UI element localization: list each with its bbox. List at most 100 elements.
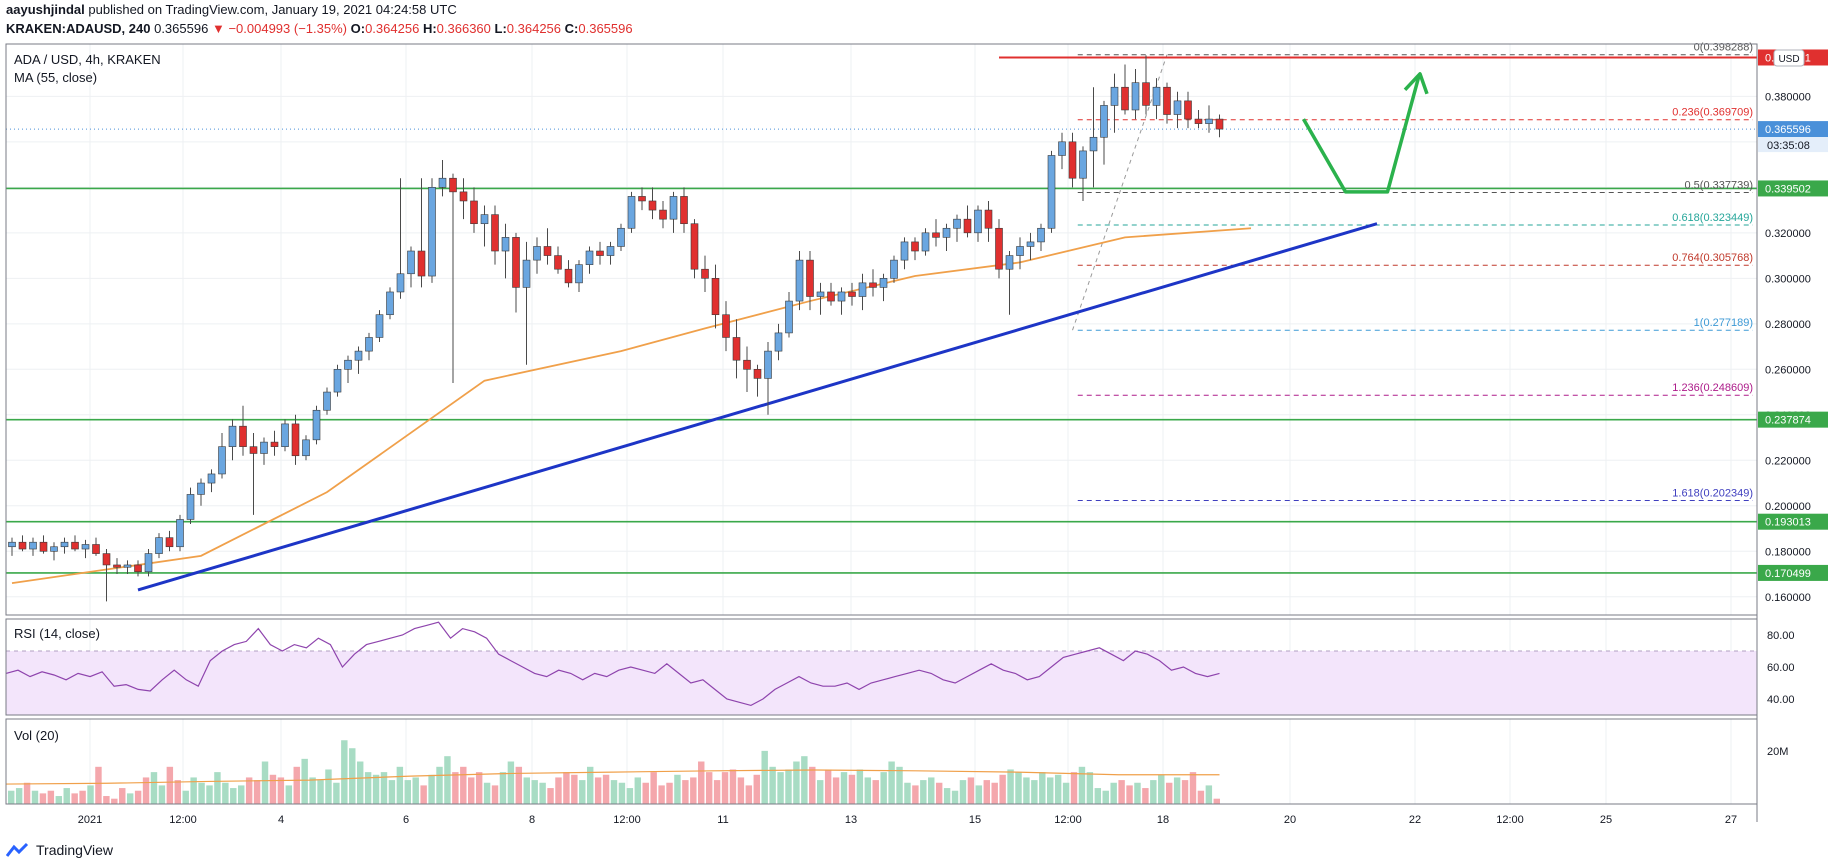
candle-up bbox=[386, 291, 394, 316]
author-name[interactable]: aayushjindal bbox=[6, 2, 85, 17]
volume-bar bbox=[705, 772, 713, 804]
volume-bar bbox=[880, 772, 887, 804]
price-tick-label: 0.280000 bbox=[1765, 319, 1811, 331]
volume-bar bbox=[824, 769, 832, 804]
volume-bar bbox=[848, 774, 856, 804]
volume-bar bbox=[1197, 790, 1205, 804]
price-tick-label: 0.220000 bbox=[1765, 455, 1811, 467]
volume-bar bbox=[333, 782, 340, 804]
time-tick-label: 18 bbox=[1157, 814, 1169, 826]
time-tick-label: 12:00 bbox=[169, 814, 197, 826]
candle-up bbox=[533, 246, 541, 261]
fib-anchor-line bbox=[1072, 54, 1168, 331]
volume-bar bbox=[404, 780, 411, 804]
candle-up bbox=[795, 259, 804, 302]
volume-bar bbox=[253, 780, 261, 804]
volume-bar bbox=[809, 766, 816, 804]
candle-down bbox=[512, 237, 520, 288]
price-tick-label: 0.200000 bbox=[1765, 501, 1811, 513]
price-tick-label: 0.300000 bbox=[1765, 273, 1811, 285]
volume-bar bbox=[364, 772, 372, 804]
candle-up bbox=[144, 553, 153, 573]
volume-bar bbox=[1078, 766, 1086, 804]
volume-bar bbox=[245, 777, 253, 804]
volume-bar bbox=[475, 772, 483, 804]
volume-bar bbox=[206, 785, 213, 804]
volume-bar bbox=[103, 796, 110, 804]
fib-level-label: 0.618(0.323449) bbox=[1672, 212, 1753, 224]
volume-bar bbox=[586, 766, 594, 804]
candle-down bbox=[134, 564, 142, 573]
candle-down bbox=[722, 314, 730, 338]
candle-up bbox=[974, 209, 982, 234]
candle-down bbox=[848, 291, 856, 297]
volume-bar bbox=[618, 782, 626, 804]
volume-bar bbox=[1102, 790, 1109, 804]
candle-up bbox=[428, 187, 436, 277]
candle-down bbox=[92, 544, 100, 554]
volume-bar bbox=[238, 785, 245, 804]
candle-down bbox=[753, 369, 762, 379]
rsi-band bbox=[6, 651, 1757, 715]
candle-down bbox=[554, 255, 562, 270]
candle-down bbox=[1121, 86, 1129, 111]
volume-bar bbox=[174, 780, 181, 804]
volume-bar bbox=[666, 782, 673, 804]
volume-bar bbox=[1150, 780, 1157, 804]
volume-bar bbox=[182, 790, 189, 804]
volume-bar bbox=[126, 793, 134, 804]
candle-up bbox=[1205, 118, 1213, 124]
volume-bar bbox=[840, 772, 848, 804]
volume-bar bbox=[967, 777, 975, 804]
axes: 2021 12:00 4 6 8 12:00 11 13 15 12:00 18 20 22 12:00 2… bbox=[5, 43, 1828, 826]
volume-bar bbox=[460, 766, 467, 804]
candle-up bbox=[218, 446, 226, 475]
volume-bar bbox=[721, 772, 729, 804]
currency-badge[interactable] bbox=[1773, 49, 1805, 67]
candle-down bbox=[638, 196, 646, 202]
volume-bar bbox=[650, 772, 657, 804]
down-arrow-icon: ▼ bbox=[211, 21, 225, 36]
currency-label: USD bbox=[1778, 54, 1799, 65]
support-price-label: 0.170499 bbox=[1765, 568, 1811, 580]
support-price-badge bbox=[1758, 564, 1828, 581]
grid-lines bbox=[6, 44, 1757, 804]
candle-up bbox=[407, 250, 415, 275]
volume-bar bbox=[658, 785, 665, 804]
volume-bar bbox=[277, 777, 285, 804]
candle-up bbox=[501, 237, 510, 252]
volume-bar bbox=[190, 777, 197, 804]
candle-down bbox=[1215, 118, 1224, 130]
fib-level-label: 1(0.277189) bbox=[1694, 317, 1753, 329]
volume-bar bbox=[1189, 772, 1197, 804]
rsi-pane[interactable] bbox=[5, 621, 1757, 716]
volume-bar bbox=[1094, 788, 1102, 804]
countdown-badge bbox=[1758, 137, 1828, 153]
candle-down bbox=[932, 232, 940, 238]
tradingview-logo[interactable]: TradingView bbox=[6, 842, 113, 858]
candle-down bbox=[71, 541, 79, 550]
high-label: H: bbox=[422, 21, 437, 36]
low-label: L: bbox=[494, 21, 507, 36]
time-tick-label: 12:00 bbox=[1054, 814, 1082, 826]
candle-up bbox=[1173, 100, 1182, 115]
volume-bar bbox=[158, 785, 166, 804]
volume-bar bbox=[230, 788, 237, 804]
volume-bar bbox=[991, 782, 998, 804]
candle-down bbox=[648, 200, 657, 211]
volume-bar bbox=[864, 777, 872, 804]
candle-up bbox=[585, 250, 594, 265]
volume-bar bbox=[412, 777, 419, 804]
support-price-badge bbox=[1758, 513, 1828, 530]
volume-pane[interactable] bbox=[5, 740, 1220, 804]
candle-up bbox=[333, 369, 342, 393]
volume-bar bbox=[1213, 798, 1220, 804]
candle-up bbox=[890, 259, 898, 279]
volume-bar bbox=[380, 772, 388, 804]
volume-bar bbox=[563, 772, 570, 804]
volume-bar bbox=[1173, 777, 1181, 804]
volume-bar bbox=[515, 766, 523, 804]
candle-up bbox=[858, 282, 867, 297]
price-pane[interactable]: 0(0.398288) 0.236(0.369709) 0.5(0.337739) 0… bbox=[6, 42, 1757, 602]
